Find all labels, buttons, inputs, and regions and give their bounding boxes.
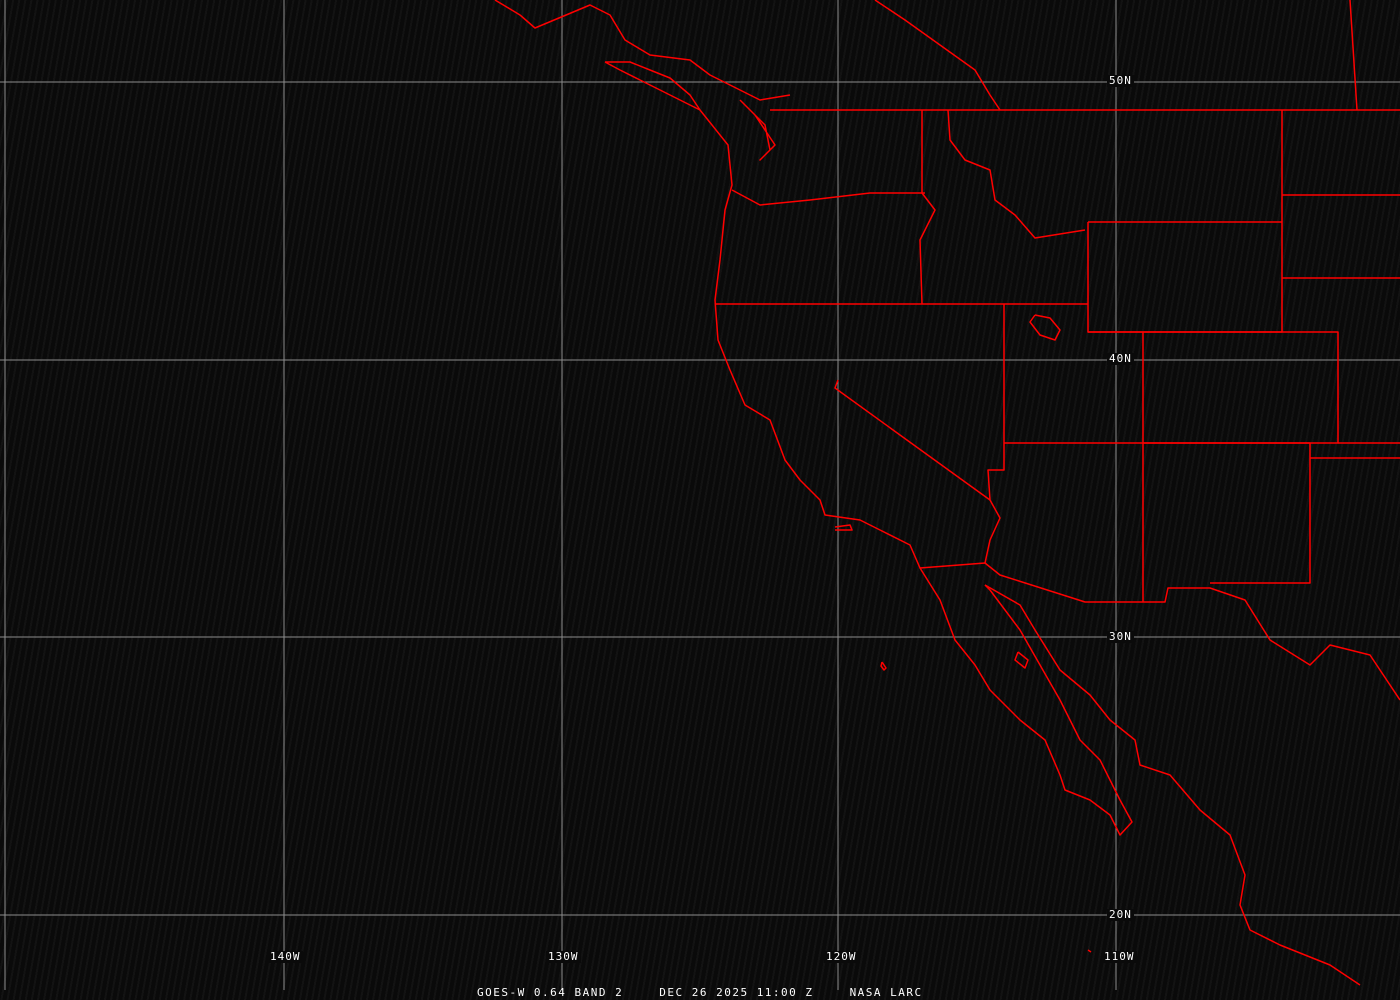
border-ca-nv bbox=[834, 379, 991, 501]
lon-label-110w: 110W bbox=[1102, 950, 1137, 963]
border-new-mexico bbox=[1143, 442, 1311, 584]
caption-source: NASA LARC bbox=[849, 986, 923, 999]
great-salt-lake bbox=[1029, 314, 1061, 341]
island-tiburon bbox=[1014, 651, 1029, 669]
border-wyoming bbox=[1087, 221, 1283, 333]
border-utah-colorado bbox=[1004, 331, 1339, 444]
coastline-bc bbox=[494, 0, 791, 101]
border-us-mexico bbox=[919, 562, 1400, 701]
channel-islands bbox=[834, 524, 853, 531]
coastline-puget-sound bbox=[739, 99, 776, 161]
lat-label-50n: 50N bbox=[1107, 74, 1134, 87]
coastline-vancouver-island bbox=[604, 61, 701, 111]
lat-label-40n: 40N bbox=[1107, 352, 1134, 365]
caption-datetime: DEC 26 2025 11:00 Z bbox=[659, 986, 814, 999]
caption-product: GOES-W 0.64 BAND 2 bbox=[477, 986, 624, 999]
border-idaho-montana bbox=[947, 109, 1086, 239]
lon-label-120w: 120W bbox=[824, 950, 859, 963]
lon-label-130w: 130W bbox=[546, 950, 581, 963]
island-guadalupe bbox=[880, 661, 887, 671]
lon-label-140w: 140W bbox=[268, 950, 303, 963]
island-socorro bbox=[1087, 949, 1092, 953]
border-saskatchewan bbox=[1349, 0, 1358, 111]
border-idaho-west bbox=[919, 110, 936, 305]
boundaries bbox=[494, 0, 1400, 986]
image-caption: GOES-W 0.64 BAND 2 DEC 26 2025 11:00 Z NAS… bbox=[477, 986, 959, 999]
border-bc-alberta bbox=[874, 0, 1001, 111]
coastline-mexico-mainland bbox=[984, 584, 1361, 986]
coastline-pacific bbox=[699, 109, 1133, 836]
border-wa-or bbox=[731, 189, 925, 206]
border-nevada-east bbox=[984, 304, 1005, 564]
lat-label-20n: 20N bbox=[1107, 908, 1134, 921]
lat-label-30n: 30N bbox=[1107, 630, 1134, 643]
